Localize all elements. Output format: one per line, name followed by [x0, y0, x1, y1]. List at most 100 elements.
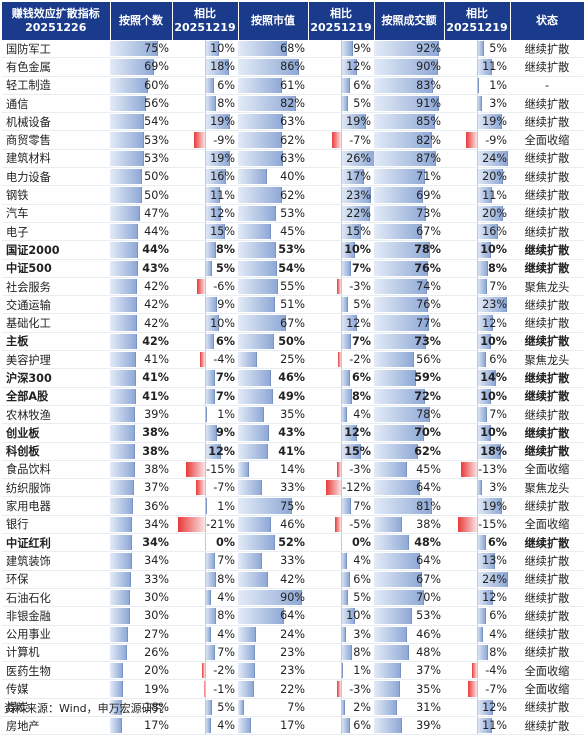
cell-value: 86% [280, 60, 305, 74]
cell-value: 24% [280, 627, 305, 641]
cell-value: 46% [280, 517, 305, 531]
cell-count-chg: 8% [172, 570, 238, 589]
change-bar [199, 352, 205, 368]
cell-value: 0% [216, 536, 235, 550]
cell-amt: 53% [374, 606, 444, 626]
row-name: 电力设备 [2, 167, 110, 187]
row-state: 继续扩散 [510, 149, 584, 169]
zero-line [341, 497, 342, 515]
cell-count: 38% [110, 460, 172, 480]
table-row: 创业板 38% 9% 43% 12% 70% 10% 继续扩散 [2, 423, 584, 443]
cell-value: 20% [144, 664, 169, 678]
zero-line [477, 241, 478, 259]
table-row: 电力设备 50% 16% 40% 17% 71% 20% 继续扩散 [2, 167, 584, 187]
cell-value: 6% [216, 334, 235, 348]
change-bar [205, 571, 217, 587]
zero-line [205, 94, 206, 112]
cell-count: 30% [110, 606, 172, 626]
row-name: 传媒 [2, 679, 110, 699]
cell-cap: 64% [238, 606, 308, 626]
cell-cap: 86% [238, 57, 308, 77]
cell-cap-chg: 23% [308, 185, 374, 205]
change-bar [341, 260, 351, 276]
zero-line [205, 241, 206, 259]
cell-value: 92% [416, 42, 441, 56]
cell-amt: 48% [374, 643, 444, 663]
zero-line [477, 351, 478, 368]
cell-count-chg: 1% [172, 496, 238, 516]
cell-value: 82% [416, 133, 441, 147]
row-name: 医药生物 [2, 661, 110, 681]
cell-value: -3% [349, 682, 371, 696]
cell-value: 4% [353, 554, 371, 568]
cell-cap: 68% [238, 40, 308, 59]
cell-value: 90% [280, 591, 305, 605]
row-name: 公用事业 [2, 625, 110, 644]
zero-line [205, 625, 206, 643]
row-name: 家用电器 [2, 496, 110, 516]
cell-value: 16% [210, 170, 235, 184]
cell-value: 23% [346, 188, 371, 202]
row-state: 继续扩散 [510, 698, 584, 717]
cell-amt: 83% [374, 76, 444, 95]
level-bar [110, 644, 128, 661]
cell-value: 5% [217, 700, 235, 714]
cell-value: 51% [280, 298, 305, 312]
zero-line [205, 698, 206, 716]
cell-value: 8% [488, 261, 507, 275]
cell-value: -3% [349, 462, 371, 476]
cell-value: -9% [213, 133, 235, 147]
cell-value: 91% [416, 97, 441, 111]
change-bar [477, 425, 491, 441]
cell-cap-chg: 7% [308, 496, 374, 516]
level-bar [110, 461, 135, 478]
zero-line [341, 662, 342, 679]
cell-count-chg: 4% [172, 625, 238, 644]
cell-value: 73% [416, 206, 441, 220]
cell-value: 6% [488, 536, 507, 550]
cell-value: 24% [482, 572, 507, 586]
cell-value: 50% [278, 334, 305, 348]
level-bar [110, 553, 133, 569]
cell-count: 44% [110, 240, 172, 260]
cell-amt-chg: 13% [444, 551, 510, 571]
zero-line [205, 662, 206, 679]
cell-amt-chg: 3% [444, 94, 510, 114]
cell-value: 75% [280, 499, 305, 513]
table-row: 基础化工 42% 10% 67% 12% 77% 12% 继续扩散 [2, 313, 584, 333]
cell-amt: 39% [374, 716, 444, 735]
cell-count-chg: 7% [172, 643, 238, 663]
cell-value: 76% [416, 298, 441, 312]
zero-line [477, 259, 478, 277]
level-bar [110, 260, 138, 276]
zero-line [341, 442, 342, 460]
cell-value: -9% [485, 133, 507, 147]
change-bar [477, 315, 494, 331]
zero-line [205, 552, 206, 570]
cell-amt: 69% [374, 185, 444, 205]
cell-value: 6% [217, 78, 235, 92]
zero-line [205, 460, 206, 478]
change-bar [205, 626, 212, 642]
cell-value: 70% [416, 591, 441, 605]
table-row: 建筑装饰 34% 7% 33% 4% 64% 13% 继续扩散 [2, 551, 584, 571]
change-bar [341, 553, 348, 569]
row-state: 继续扩散 [510, 496, 584, 516]
change-bar [477, 169, 504, 185]
zero-line [341, 369, 342, 387]
zero-line [477, 405, 478, 423]
cell-value: 9% [217, 298, 235, 312]
cell-amt-chg: 19% [444, 496, 510, 516]
row-state: 继续扩散 [510, 423, 584, 443]
cell-value: 10% [480, 243, 507, 257]
zero-line [477, 222, 478, 240]
zero-line [477, 40, 478, 57]
cell-value: -6% [213, 280, 235, 293]
change-bar [471, 663, 477, 679]
cell-value: 6% [353, 78, 371, 92]
zero-line [477, 552, 478, 570]
cell-value: 55% [280, 280, 305, 293]
change-bar [337, 278, 341, 295]
cell-cap-chg: 6% [308, 368, 374, 388]
zero-line [205, 424, 206, 442]
